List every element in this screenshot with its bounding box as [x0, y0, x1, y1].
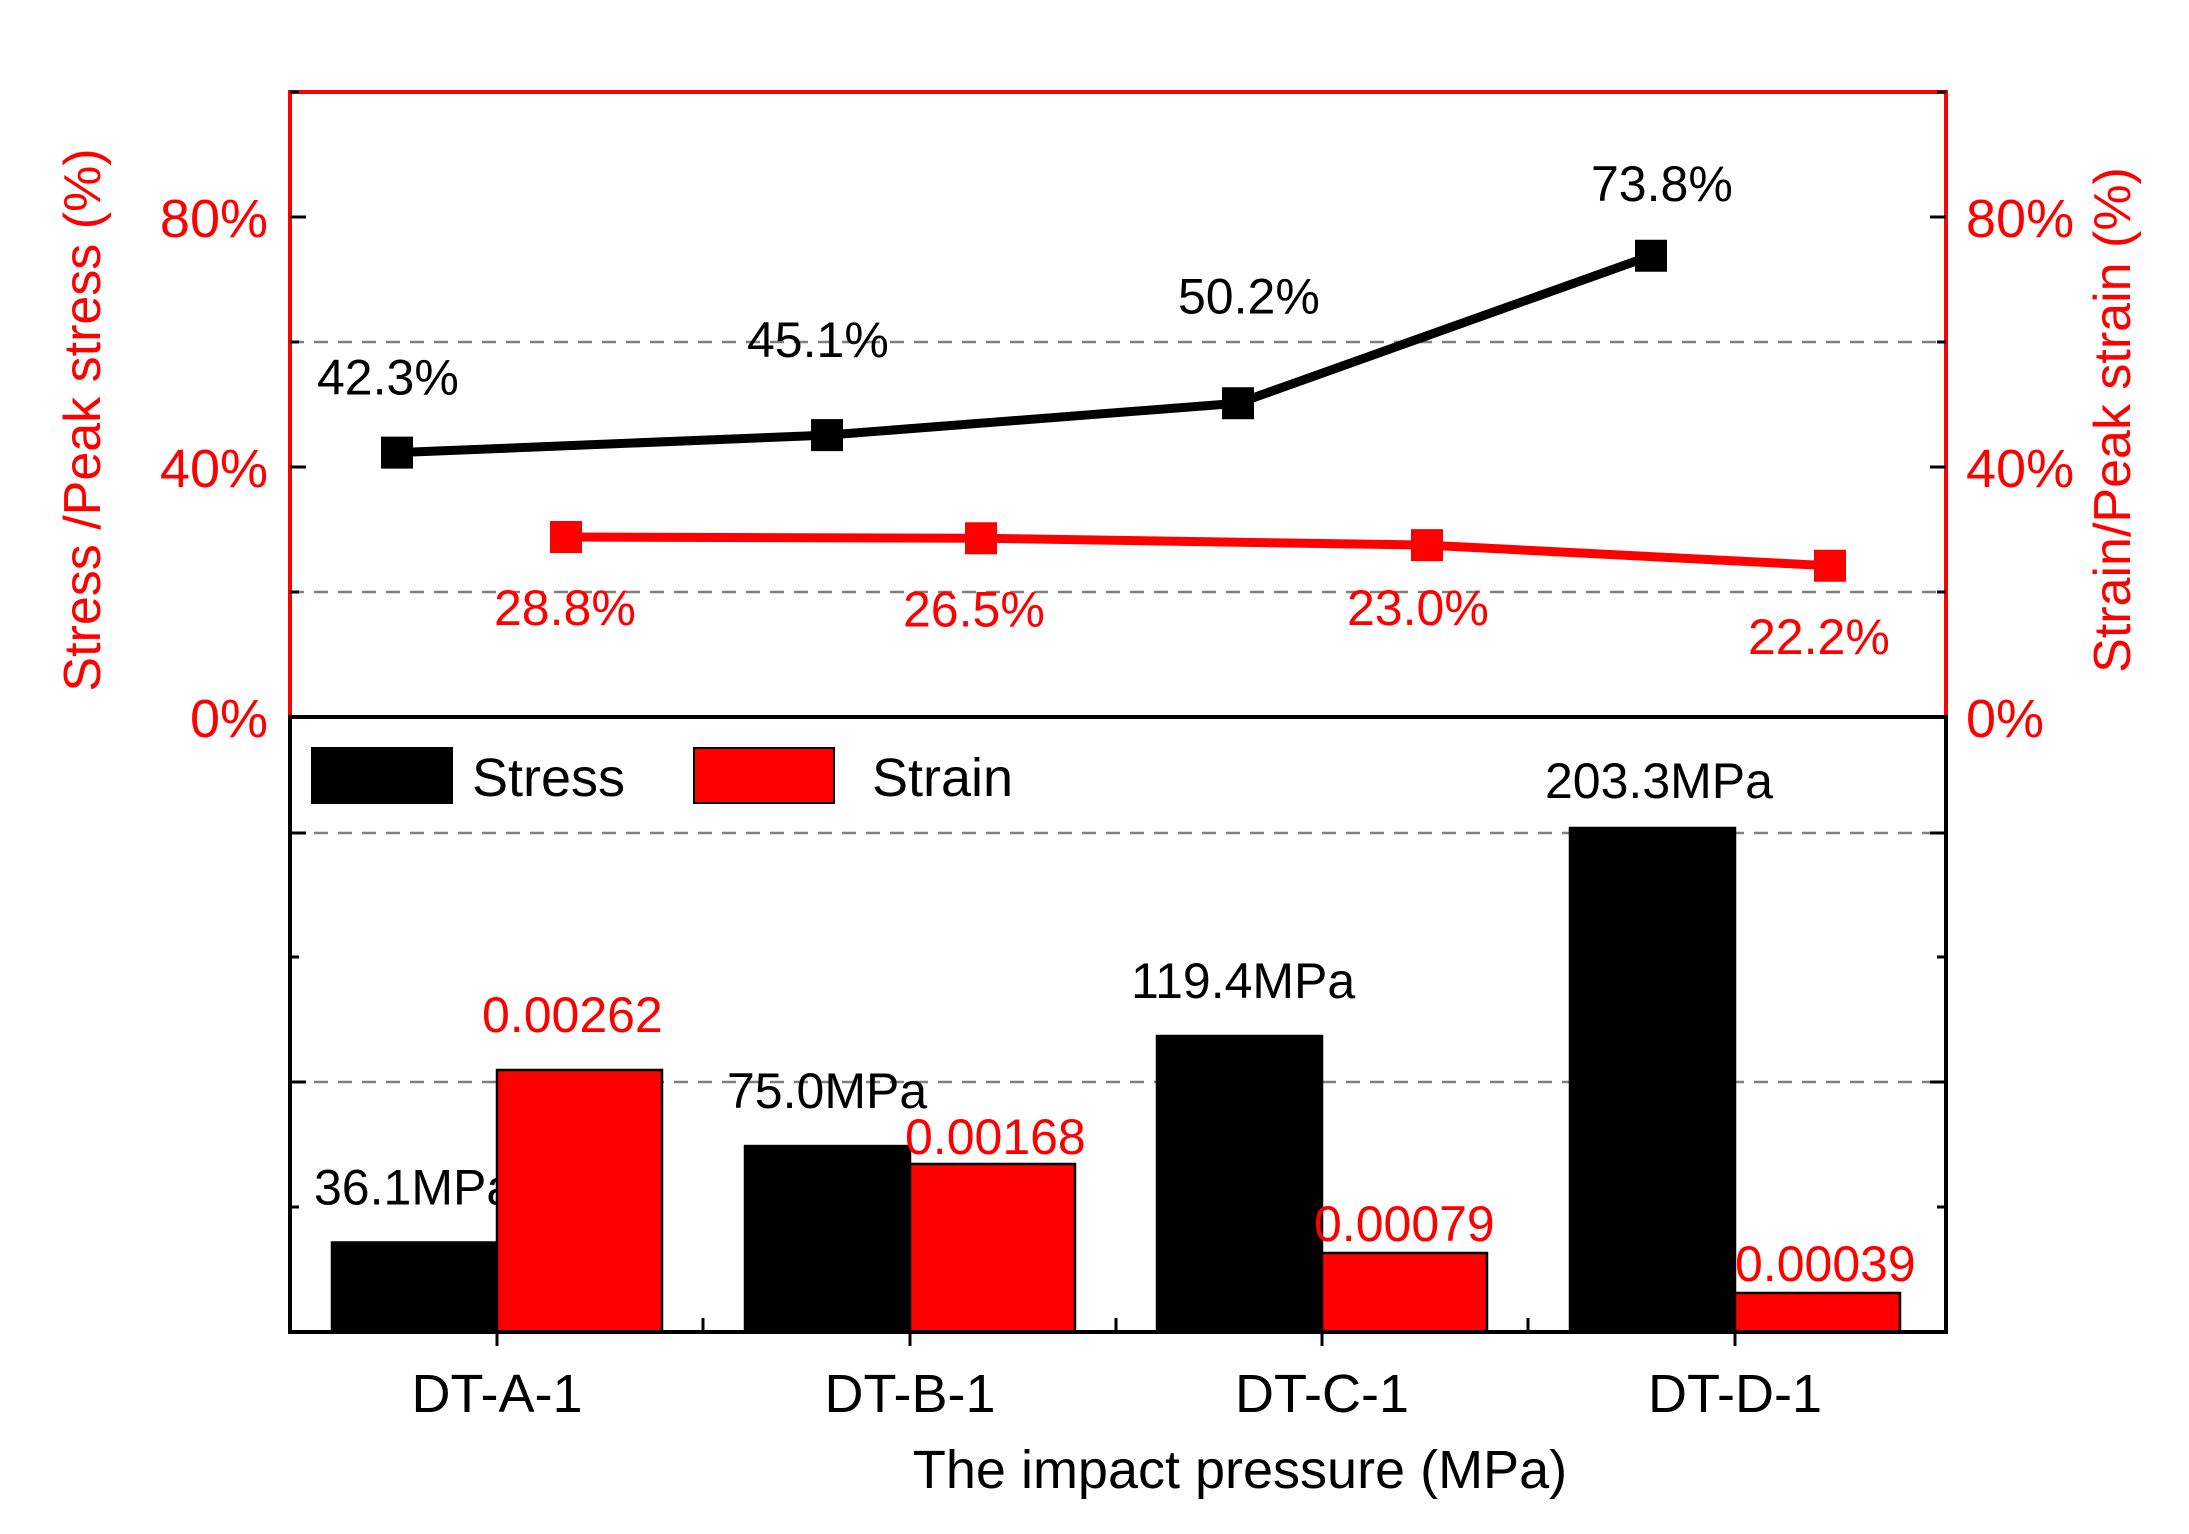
legend-swatch-strain: [693, 747, 835, 804]
bar-strain-3: [1733, 1291, 1902, 1334]
bar-data-label-stress-1: 75.0MPa: [727, 1063, 927, 1119]
top-panel: 0% 0% 40% 40% 80% 80% 42.3% 45.1% 50.2% 73.8% 28.…: [54, 90, 2142, 749]
bottom-panel: 36.1MPa 75.0MPa 119.4MPa 203.3MPa 0.00262 0.0…: [288, 715, 1948, 1500]
top-right-tick-label: 0%: [1966, 689, 2044, 749]
x-axis-title: The impact pressure (MPa): [913, 1440, 1567, 1500]
bar-stress-2: [1155, 1034, 1324, 1334]
line-marker-1-1: [965, 522, 997, 555]
line-series-0: [396, 251, 1653, 458]
line-marker-1-3: [1814, 549, 1846, 582]
top-lines: 42.3% 45.1% 50.2% 73.8% 28.8% 26.5% 23.0% 22.2%: [317, 156, 1890, 665]
x-tick-label-1: DT-B-1: [824, 1364, 995, 1424]
line-data-label-1-0: 28.8%: [494, 580, 636, 636]
line-marker-1-2: [1411, 529, 1443, 562]
bar-data-label-stress-3: 203.3MPa: [1545, 753, 1773, 809]
top-left-tick-label: 40%: [160, 439, 268, 499]
top-grid: [290, 340, 1946, 594]
bar-stress-1: [743, 1144, 912, 1334]
bar-stress-3: [1568, 826, 1737, 1334]
line-data-label-1-2: 23.0%: [1347, 580, 1489, 636]
top-left-tick-label: 80%: [160, 189, 268, 249]
y-axis-title-left: Stress /Peak stress (%): [54, 148, 112, 691]
line-marker-0-2: [1222, 387, 1254, 420]
bar-data-label-stress-2: 119.4MPa: [1131, 953, 1355, 1009]
x-tick-label-2: DT-C-1: [1235, 1364, 1409, 1424]
line-data-label-0-3: 73.8%: [1591, 156, 1733, 212]
bottom-plot-frame: [288, 715, 1948, 1334]
bar-strain-0: [495, 1068, 664, 1334]
y-axis-title-right: Strain/Peak strain (%): [2084, 167, 2142, 673]
bar-data-label-strain-2: 0.00079: [1314, 1196, 1495, 1252]
line-marker-0-1: [811, 419, 843, 452]
line-marker-0-0: [381, 436, 413, 469]
top-right-tick-label: 80%: [1966, 189, 2074, 249]
bar-stress-0: [330, 1241, 499, 1334]
legend-label-stress: Stress: [472, 748, 625, 808]
x-tick-label-0: DT-A-1: [411, 1364, 582, 1424]
bar-strain-1: [908, 1162, 1077, 1334]
legend-label-strain: Strain: [872, 748, 1013, 808]
line-marker-0-3: [1635, 239, 1667, 272]
bar-data-label-strain-1: 0.00168: [905, 1109, 1086, 1165]
line-data-label-1-3: 22.2%: [1748, 609, 1890, 665]
legend-swatch-stress: [311, 747, 453, 804]
top-right-tick-label: 40%: [1966, 439, 2074, 499]
line-data-label-0-0: 42.3%: [317, 350, 459, 406]
bar-data-label-stress-0: 36.1MPa: [314, 1160, 514, 1216]
line-data-label-1-1: 26.5%: [903, 581, 1045, 637]
bar-data-label-strain-3: 0.00039: [1735, 1236, 1916, 1292]
line-data-label-0-2: 50.2%: [1178, 268, 1320, 324]
line-data-label-0-1: 45.1%: [747, 312, 889, 368]
line-series-1: [565, 532, 1831, 571]
line-marker-1-0: [550, 521, 582, 553]
bottom-ticks: [290, 831, 1946, 1209]
top-ticks: 0% 0% 40% 40% 80% 80%: [160, 90, 2074, 749]
bar-data-label-strain-0: 0.00262: [482, 987, 663, 1043]
bar-strain-2: [1320, 1251, 1489, 1334]
x-tick-labels: DT-A-1 DT-B-1 DT-C-1 DT-D-1: [411, 1318, 1822, 1424]
bottom-bars: 36.1MPa 75.0MPa 119.4MPa 203.3MPa 0.00262 0.0…: [314, 753, 1916, 1334]
top-left-tick-label: 0%: [190, 689, 268, 749]
legend: Stress Strain: [311, 747, 1013, 808]
x-tick-label-3: DT-D-1: [1648, 1364, 1822, 1424]
